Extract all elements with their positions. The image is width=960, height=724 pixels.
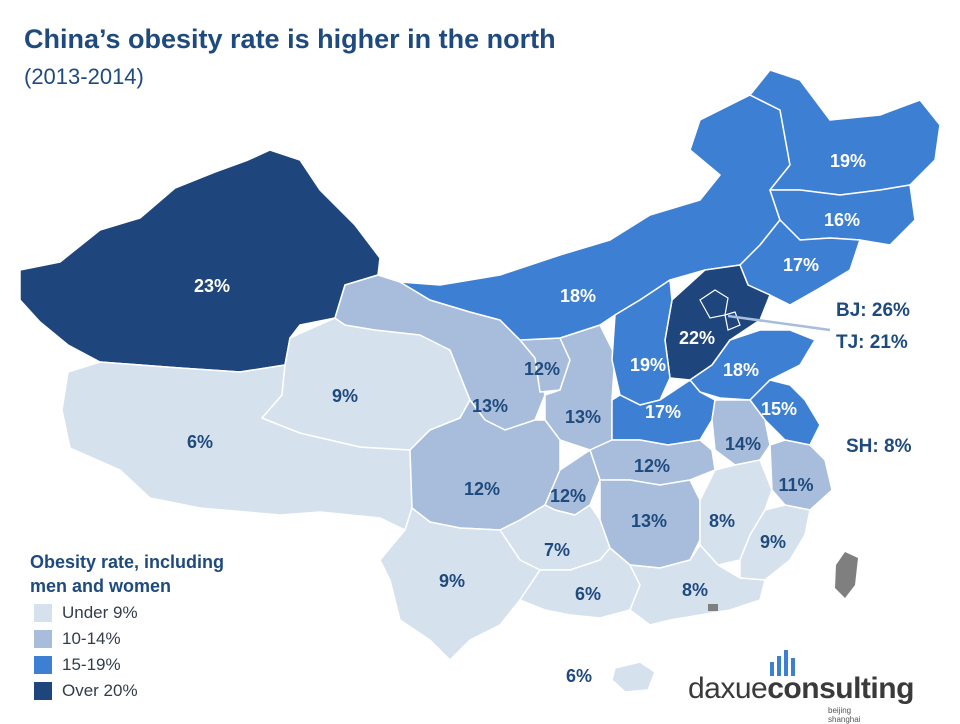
region-macau-hk — [708, 604, 718, 611]
region-label-xinjiang: 23% — [194, 276, 230, 296]
region-label-qinghai: 9% — [332, 386, 358, 406]
region-jiangsu — [749, 379, 821, 446]
legend-label-under-9: Under 9% — [62, 603, 138, 622]
region-label-shanxi: 19% — [630, 355, 666, 375]
logo-text-b: consulting — [767, 672, 914, 705]
region-label-chongqing: 12% — [550, 486, 586, 506]
callout-leader-line — [727, 314, 831, 332]
region-beijing-outline — [699, 289, 729, 319]
region-zhejiang — [769, 439, 833, 511]
region-guangdong — [629, 544, 766, 626]
region-label-guangdong: 8% — [682, 580, 708, 600]
region-label-yunnan: 9% — [439, 571, 465, 591]
region-label-gansu: 13% — [472, 396, 508, 416]
callout-beijing: BJ: 26% — [836, 300, 910, 321]
region-yunnan — [379, 507, 541, 661]
region-label-guizhou: 7% — [544, 540, 570, 560]
region-label-shandong: 18% — [723, 360, 759, 380]
region-label-hubei: 12% — [634, 456, 670, 476]
region-label-zhejiang: 11% — [778, 475, 813, 495]
region-shanxi — [611, 279, 673, 406]
region-label-hebei: 22% — [679, 328, 715, 348]
region-label-guangxi: 6% — [575, 584, 601, 604]
legend: Obesity rate, including men and women Un… — [30, 550, 224, 704]
region-fujian — [739, 504, 811, 581]
region-label-hunan: 13% — [631, 511, 667, 531]
region-label-inner-mongolia: 18% — [560, 286, 596, 306]
region-label-heilongjiang: 19% — [830, 151, 866, 171]
region-label-jiangxi: 8% — [709, 511, 735, 531]
legend-item-10-14: 10-14% — [34, 626, 224, 652]
page-title: China’s obesity rate is higher in the no… — [24, 24, 556, 54]
legend-item-under-9: Under 9% — [34, 600, 224, 626]
legend-title-line1: Obesity rate, including — [30, 552, 225, 572]
legend-title-line2: men and women — [30, 576, 172, 596]
legend-swatch-over-20 — [34, 682, 52, 700]
legend-label-10-14: 10-14% — [62, 629, 121, 648]
page-subtitle: (2013-2014) — [24, 64, 144, 89]
region-label-anhui: 14% — [725, 434, 761, 454]
logo-text: daxueconsulting — [688, 672, 914, 706]
region-taiwan — [835, 552, 858, 598]
region-label-tibet: 6% — [187, 432, 213, 452]
logo-bars-icon — [770, 650, 795, 676]
legend-swatch-under-9 — [34, 604, 52, 622]
region-label-henan: 17% — [645, 402, 681, 422]
legend-title: Obesity rate, including men and women — [30, 550, 224, 598]
region-heilongjiang — [749, 69, 941, 196]
callout-tianjin: TJ: 21% — [836, 332, 908, 353]
legend-swatch-10-14 — [34, 630, 52, 648]
region-label-jilin: 16% — [824, 210, 860, 230]
callout-shanghai: SH: 8% — [846, 436, 912, 457]
region-label-sichuan: 12% — [464, 479, 500, 499]
region-label-jiangsu: 15% — [761, 399, 797, 419]
region-label-fujian: 9% — [760, 532, 786, 552]
region-label-liaoning: 17% — [783, 255, 819, 275]
region-label-shaanxi: 13% — [565, 407, 601, 427]
region-hainan — [611, 661, 656, 693]
legend-label-15-19: 15-19% — [62, 655, 121, 674]
logo-subtext: beijing shanghai — [828, 706, 861, 724]
legend-swatch-15-19 — [34, 656, 52, 674]
region-label-hainan: 6% — [566, 666, 592, 686]
legend-label-over-20: Over 20% — [62, 681, 138, 700]
region-label-ningxia: 12% — [524, 359, 560, 379]
logo-text-a: daxue — [688, 672, 768, 705]
legend-items: Under 9% 10-14% 15-19% Over 20% — [34, 600, 224, 704]
legend-item-over-20: Over 20% — [34, 678, 224, 704]
legend-item-15-19: 15-19% — [34, 652, 224, 678]
